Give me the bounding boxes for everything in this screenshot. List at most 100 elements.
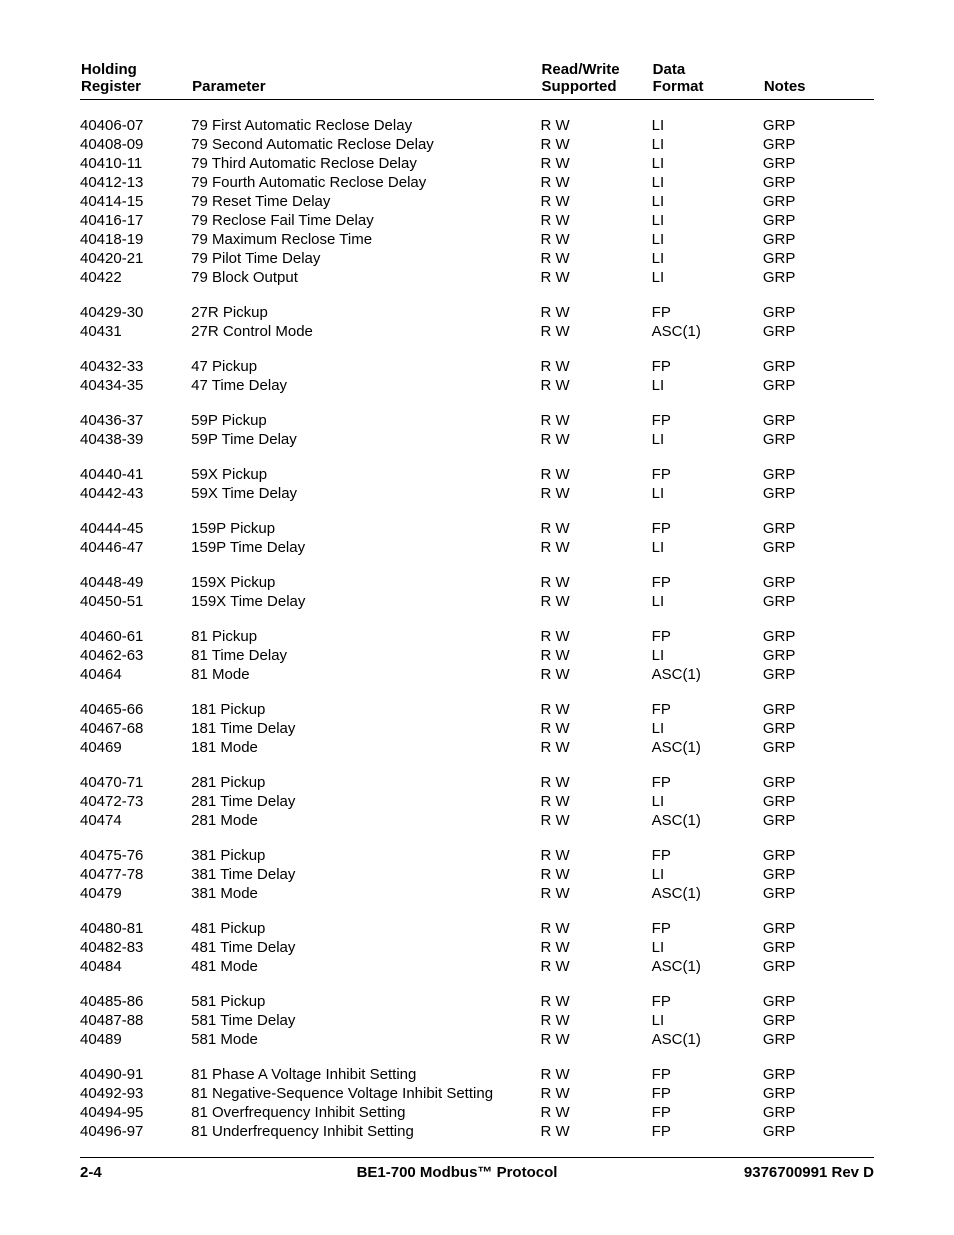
table-row: 40440-4159X PickupR WFPGRP	[80, 465, 874, 484]
cell-format: FP	[652, 519, 763, 538]
cell-register: 40440-41	[80, 465, 191, 484]
col-header-notes: Notes	[763, 60, 874, 100]
cell-readwrite: R W	[541, 249, 652, 268]
cell-parameter: 181 Mode	[191, 738, 540, 757]
cell-notes: GRP	[763, 1030, 874, 1049]
table-row: 40496-9781 Underfrequency Inhibit Settin…	[80, 1122, 874, 1141]
footer-revision: 9376700991 Rev D	[714, 1164, 874, 1181]
cell-notes: GRP	[763, 249, 874, 268]
cell-parameter: 159P Time Delay	[191, 538, 540, 557]
register-table: Holding Register Parameter Read/Write Su…	[80, 60, 874, 1141]
cell-readwrite: R W	[541, 627, 652, 646]
group-separator	[80, 830, 874, 846]
cell-register: 40436-37	[80, 411, 191, 430]
cell-parameter: 47 Time Delay	[191, 376, 540, 395]
table-row: 40490-9181 Phase A Voltage Inhibit Setti…	[80, 1065, 874, 1084]
group-separator	[80, 287, 874, 303]
cell-notes: GRP	[763, 919, 874, 938]
cell-readwrite: R W	[541, 376, 652, 395]
cell-register: 40432-33	[80, 357, 191, 376]
cell-parameter: 159X Time Delay	[191, 592, 540, 611]
table-row: 40477-78381 Time DelayR WLIGRP	[80, 865, 874, 884]
cell-format: LI	[652, 192, 763, 211]
cell-register: 40485-86	[80, 992, 191, 1011]
cell-register: 40475-76	[80, 846, 191, 865]
cell-format: ASC(1)	[652, 957, 763, 976]
cell-register: 40492-93	[80, 1084, 191, 1103]
cell-register: 40408-09	[80, 135, 191, 154]
cell-notes: GRP	[763, 627, 874, 646]
cell-parameter: 27R Pickup	[191, 303, 540, 322]
cell-parameter: 59X Time Delay	[191, 484, 540, 503]
cell-register: 40489	[80, 1030, 191, 1049]
table-row: 40470-71281 PickupR WFPGRP	[80, 773, 874, 792]
cell-register: 40467-68	[80, 719, 191, 738]
cell-parameter: 181 Pickup	[191, 700, 540, 719]
cell-format: FP	[652, 303, 763, 322]
table-row: 40412-1379 Fourth Automatic Reclose Dela…	[80, 173, 874, 192]
table-row: 40462-6381 Time DelayR WLIGRP	[80, 646, 874, 665]
cell-notes: GRP	[763, 665, 874, 684]
cell-format: LI	[652, 719, 763, 738]
cell-notes: GRP	[763, 646, 874, 665]
cell-notes: GRP	[763, 592, 874, 611]
cell-parameter: 381 Time Delay	[191, 865, 540, 884]
table-row: 40460-6181 PickupR WFPGRP	[80, 627, 874, 646]
cell-notes: GRP	[763, 865, 874, 884]
table-row: 40442-4359X Time DelayR WLIGRP	[80, 484, 874, 503]
col-header-parameter: Parameter	[191, 60, 540, 100]
header-text: Holding	[81, 61, 137, 78]
cell-parameter: 181 Time Delay	[191, 719, 540, 738]
header-text: Format	[653, 78, 704, 95]
footer-title: BE1-700 Modbus™ Protocol	[200, 1164, 714, 1181]
cell-register: 40431	[80, 322, 191, 341]
table-row: 40438-3959P Time DelayR WLIGRP	[80, 430, 874, 449]
cell-register: 40470-71	[80, 773, 191, 792]
cell-parameter: 79 Pilot Time Delay	[191, 249, 540, 268]
cell-notes: GRP	[763, 268, 874, 287]
cell-notes: GRP	[763, 376, 874, 395]
group-separator	[80, 449, 874, 465]
cell-parameter: 281 Time Delay	[191, 792, 540, 811]
cell-notes: GRP	[763, 1103, 874, 1122]
cell-register: 40484	[80, 957, 191, 976]
cell-notes: GRP	[763, 811, 874, 830]
cell-notes: GRP	[763, 322, 874, 341]
cell-readwrite: R W	[541, 303, 652, 322]
cell-format: FP	[652, 846, 763, 865]
cell-format: LI	[652, 430, 763, 449]
table-row: 40474281 ModeR WASC(1)GRP	[80, 811, 874, 830]
cell-notes: GRP	[763, 992, 874, 1011]
group-separator	[80, 1049, 874, 1065]
cell-readwrite: R W	[541, 173, 652, 192]
group-separator	[80, 757, 874, 773]
cell-format: FP	[652, 411, 763, 430]
cell-notes: GRP	[763, 846, 874, 865]
table-row: 40482-83481 Time DelayR WLIGRP	[80, 938, 874, 957]
cell-notes: GRP	[763, 1011, 874, 1030]
cell-parameter: 79 First Automatic Reclose Delay	[191, 116, 540, 135]
cell-notes: GRP	[763, 957, 874, 976]
cell-readwrite: R W	[541, 992, 652, 1011]
cell-format: LI	[652, 792, 763, 811]
cell-readwrite: R W	[541, 700, 652, 719]
cell-parameter: 159X Pickup	[191, 573, 540, 592]
cell-format: FP	[652, 1103, 763, 1122]
group-separator	[80, 976, 874, 992]
cell-register: 40410-11	[80, 154, 191, 173]
cell-readwrite: R W	[541, 811, 652, 830]
cell-parameter: 81 Underfrequency Inhibit Setting	[191, 1122, 540, 1141]
cell-parameter: 59X Pickup	[191, 465, 540, 484]
cell-register: 40465-66	[80, 700, 191, 719]
cell-parameter: 81 Phase A Voltage Inhibit Setting	[191, 1065, 540, 1084]
table-row: 40448-49159X PickupR WFPGRP	[80, 573, 874, 592]
cell-register: 40474	[80, 811, 191, 830]
cell-readwrite: R W	[541, 211, 652, 230]
cell-notes: GRP	[763, 192, 874, 211]
cell-readwrite: R W	[541, 322, 652, 341]
cell-notes: GRP	[763, 884, 874, 903]
cell-register: 40429-30	[80, 303, 191, 322]
group-separator	[80, 341, 874, 357]
cell-parameter: 79 Fourth Automatic Reclose Delay	[191, 173, 540, 192]
table-row: 40479381 ModeR WASC(1)GRP	[80, 884, 874, 903]
